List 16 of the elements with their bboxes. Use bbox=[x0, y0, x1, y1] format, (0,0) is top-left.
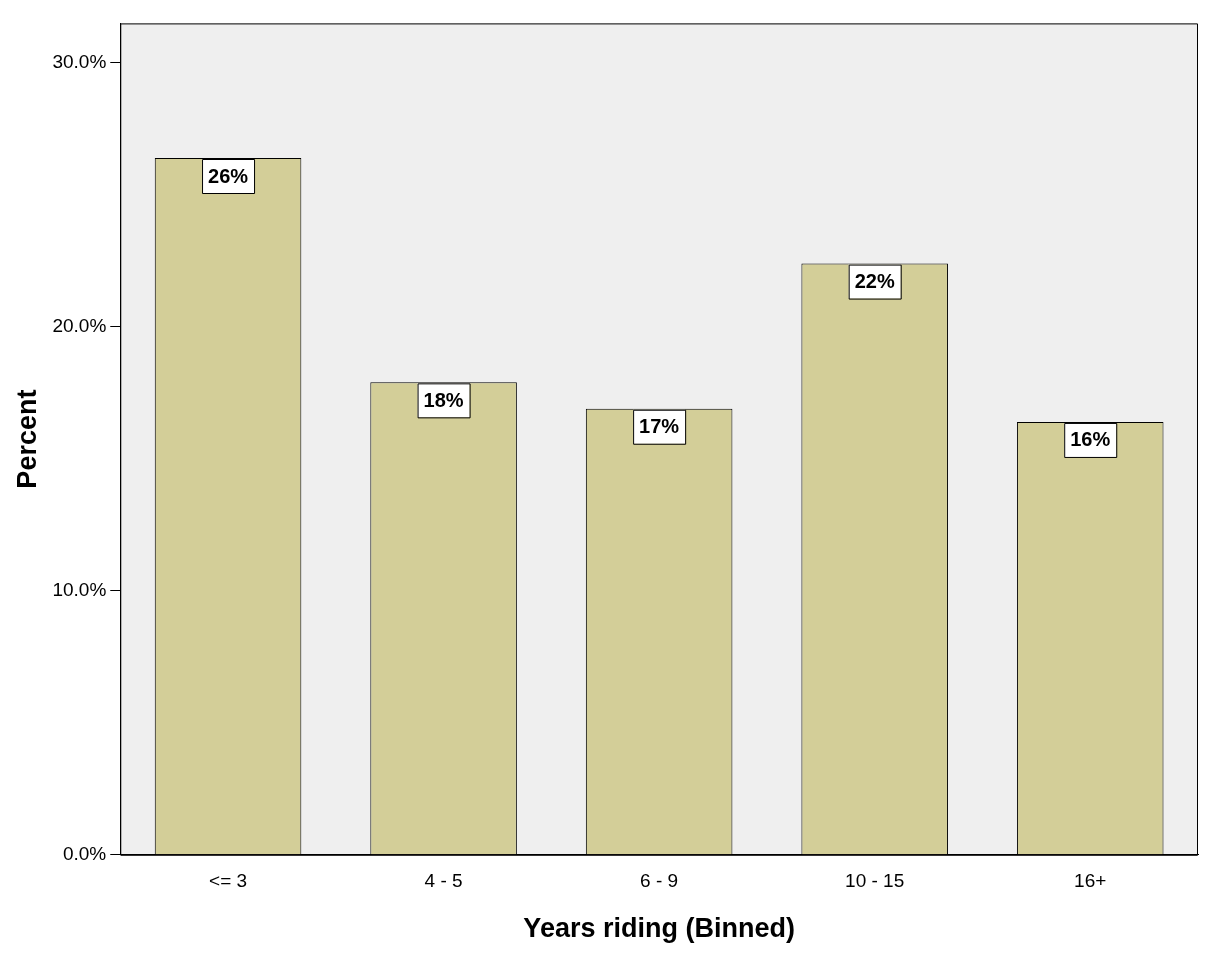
x-tick-label: 6 - 9 bbox=[640, 870, 679, 892]
y-axis-title: Percent bbox=[11, 389, 42, 489]
data-label: 17% bbox=[639, 415, 680, 438]
x-axis-title: Years riding (Binned) bbox=[523, 913, 795, 944]
x-tick-label: 10 - 15 bbox=[845, 870, 905, 892]
y-tick-label: 10.0% bbox=[52, 579, 107, 601]
x-tick-label: 16+ bbox=[1074, 870, 1107, 892]
x-tick-label: 4 - 5 bbox=[424, 870, 463, 892]
x-tick-label: <= 3 bbox=[209, 870, 248, 892]
data-label: 26% bbox=[208, 164, 249, 187]
y-tick-label: 0.0% bbox=[62, 843, 107, 865]
data-label: 16% bbox=[1070, 428, 1111, 451]
data-label: 22% bbox=[854, 270, 895, 293]
y-tick-label: 20.0% bbox=[52, 315, 107, 337]
y-tick-label: 30.0% bbox=[52, 51, 107, 73]
data-label: 18% bbox=[423, 388, 464, 411]
